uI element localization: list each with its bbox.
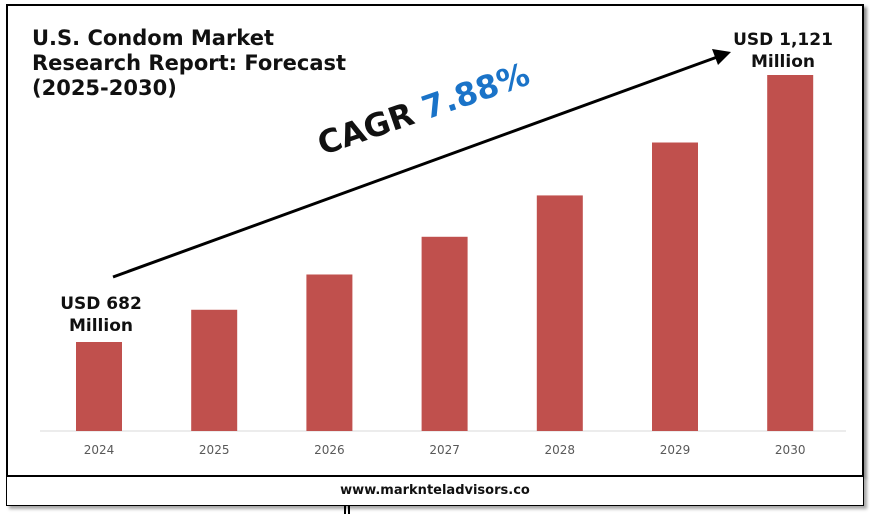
bar-2025 — [191, 309, 238, 431]
x-tick-labels: 2024 2025 2026 2027 2028 2029 2030 — [84, 443, 806, 457]
bar-2030 — [767, 75, 814, 431]
x-tick-label: 2026 — [314, 443, 345, 457]
x-tick-label: 2029 — [660, 443, 691, 457]
website-footer: www.marknteladvisors.co — [6, 477, 864, 506]
end-value-annotation: USD 1,121 Million — [733, 30, 833, 72]
chart-title: U.S. Condom Market Research Report: Fore… — [32, 26, 347, 100]
bar-2026 — [306, 274, 353, 431]
x-tick-label: 2025 — [199, 443, 230, 457]
x-tick-label: 2024 — [84, 443, 115, 457]
bars-group — [76, 75, 814, 431]
bar-2027 — [421, 236, 468, 431]
bar-2029 — [652, 142, 698, 431]
bar-2024 — [76, 342, 122, 431]
arrow-head-icon — [712, 49, 731, 65]
bar-2028 — [536, 195, 583, 431]
x-tick-label: 2027 — [429, 443, 460, 457]
start-value-annotation: USD 682 Million — [60, 294, 142, 336]
x-tick-label: 2028 — [545, 443, 576, 457]
footer-tick — [344, 506, 350, 514]
x-tick-label: 2030 — [775, 443, 806, 457]
cagr-arrow — [112, 54, 721, 279]
